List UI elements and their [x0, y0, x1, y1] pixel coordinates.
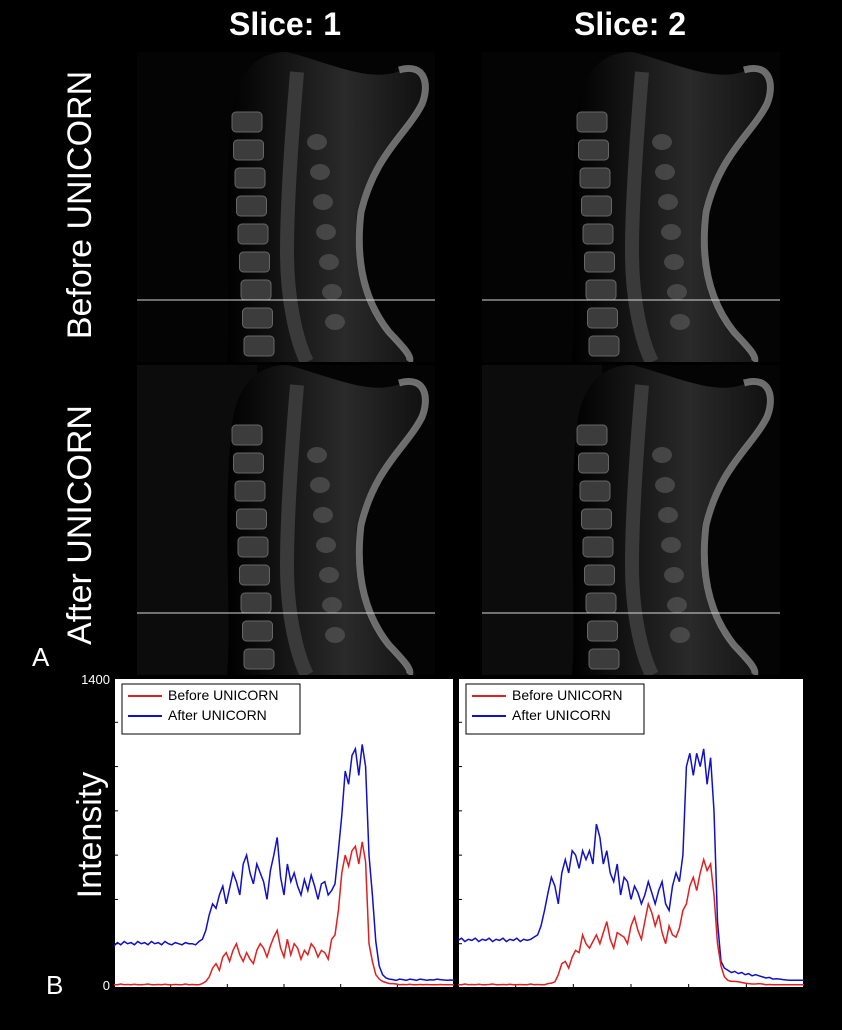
- mri-before-slice-2: [482, 52, 780, 362]
- panel-label-a: A: [32, 642, 50, 672]
- mri-scan-svg: [137, 52, 435, 362]
- column-title-slice-2: Slice: 2: [573, 6, 687, 42]
- legend-label: Before UNICORN: [512, 687, 622, 703]
- legend: Before UNICORN After UNICORN: [465, 683, 645, 735]
- y-tick-top: 1400: [81, 672, 110, 687]
- series-line-after: [113, 744, 455, 982]
- row-label-after: After UNICORN: [61, 405, 99, 645]
- mri-before-slice-1: [137, 52, 435, 362]
- legend-label: Before UNICORN: [168, 687, 278, 703]
- legend: Before UNICORN After UNICORN: [121, 683, 301, 735]
- legend-box: [121, 683, 301, 735]
- legend-label: After UNICORN: [168, 707, 267, 723]
- legend-box: [465, 683, 645, 735]
- y-axis-label: Intensity: [71, 771, 109, 899]
- mri-after-slice-1: [137, 365, 435, 675]
- chart-slice-2-svg: Before UNICORN After UNICORN: [457, 678, 804, 988]
- chart-slice-1: Before UNICORN After UNICORN: [113, 678, 455, 988]
- row-label-before: Before UNICORN: [61, 70, 99, 340]
- chart-slice-1-svg: Before UNICORN After UNICORN: [113, 678, 455, 988]
- mri-after-slice-2: [482, 365, 780, 675]
- mri-scan-svg: [482, 52, 780, 362]
- mri-scan-svg: [482, 365, 780, 675]
- series-line-after: [457, 748, 804, 982]
- legend-label: After UNICORN: [512, 707, 611, 723]
- series-line-before: [458, 856, 804, 986]
- series-line-before: [114, 841, 454, 986]
- chart-slice-2: Before UNICORN After UNICORN: [457, 678, 804, 988]
- column-title-slice-1: Slice: 1: [228, 6, 342, 42]
- panel-label-b: B: [46, 970, 64, 1000]
- y-tick-bottom: 0: [102, 978, 110, 993]
- mri-scan-svg: [137, 365, 435, 675]
